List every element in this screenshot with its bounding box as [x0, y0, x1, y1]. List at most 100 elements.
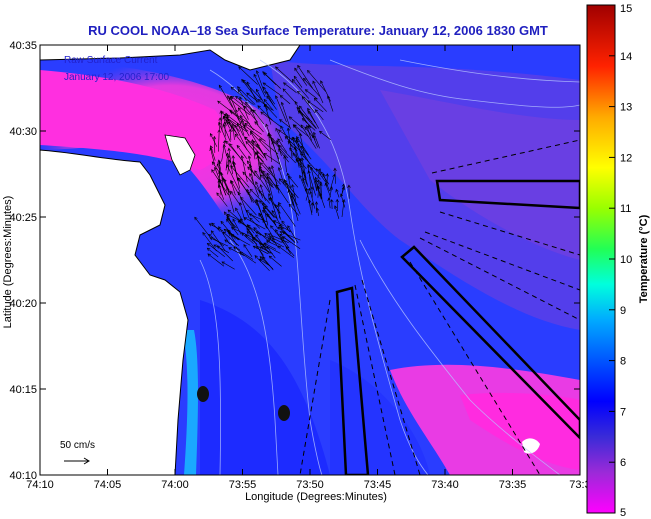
current-vector: [293, 76, 303, 88]
current-vector: [226, 214, 241, 222]
current-vector-head: [279, 233, 283, 238]
current-vector-head: [258, 138, 263, 142]
current-vector-head: [307, 170, 311, 174]
current-vector-head: [223, 228, 228, 233]
current-vector-head: [255, 181, 259, 185]
current-vector-head: [222, 143, 227, 148]
current-vector: [217, 100, 233, 113]
current-vector: [238, 66, 258, 85]
current-vector: [223, 144, 228, 157]
current-vector-head: [249, 188, 254, 193]
colorbar-tick-label: 13: [620, 102, 632, 114]
current-vector: [239, 220, 252, 230]
current-vector: [218, 129, 220, 152]
current-vector-head: [281, 236, 285, 241]
current-vector-head: [283, 180, 288, 184]
current-vector: [234, 125, 248, 151]
current-vector-head: [249, 130, 254, 135]
current-vector-head: [225, 116, 230, 121]
y-tick-label: 40:10: [9, 470, 37, 482]
current-vector: [263, 153, 280, 165]
current-vector: [297, 110, 313, 123]
current-vector: [278, 245, 294, 258]
current-vector-head: [222, 177, 226, 182]
current-vector-head: [229, 179, 234, 184]
current-vector-head: [260, 111, 264, 115]
current-vector: [254, 170, 271, 195]
current-vector: [231, 227, 253, 238]
current-vector-head: [245, 209, 250, 214]
current-vector-head: [271, 210, 275, 214]
current-vector-head: [263, 152, 267, 157]
current-vector-head: [335, 198, 339, 203]
current-vector: [258, 213, 267, 226]
current-vector: [224, 121, 226, 137]
current-vector: [259, 200, 275, 218]
current-vector-head: [255, 231, 259, 235]
current-label: Raw Surface Current: [64, 55, 158, 66]
current-vector: [228, 247, 245, 256]
current-vector-head: [285, 246, 289, 250]
current-vector-head: [307, 110, 311, 115]
current-vector-head: [209, 145, 214, 149]
current-vector-head: [217, 160, 222, 165]
colorbar-ticks: 15 14 13 12 11 10 9 8 7 6 5: [609, 3, 632, 519]
current-vector-head: [231, 123, 235, 127]
current-vector-head: [324, 182, 328, 187]
current-vector: [329, 174, 335, 192]
current-vector-head: [259, 256, 264, 260]
current-vector: [290, 192, 301, 215]
current-vector-head: [240, 120, 244, 124]
current-vector: [211, 161, 227, 182]
current-vector: [233, 162, 240, 189]
current-vector: [244, 136, 265, 159]
current-vector-head: [202, 231, 206, 236]
current-vector: [210, 145, 216, 161]
current-vector-head: [224, 239, 228, 243]
current-vector-head: [221, 261, 226, 265]
current-vector-head: [261, 201, 266, 206]
x-tick-label: 73:35: [499, 479, 527, 491]
current-vector: [305, 188, 313, 216]
current-vector: [273, 220, 284, 226]
current-vector-head: [254, 152, 259, 156]
current-vector: [301, 157, 307, 179]
current-vector-head: [263, 98, 268, 103]
current-vector-head: [318, 192, 323, 197]
current-vector: [269, 255, 282, 267]
current-vector: [227, 155, 230, 166]
current-vector-head: [278, 224, 283, 228]
current-vector-head: [230, 190, 234, 195]
current-vector: [289, 116, 304, 129]
current-vector: [317, 168, 321, 180]
current-vector-head: [296, 107, 300, 111]
colorbar-tick-label: 8: [620, 356, 626, 368]
current-vector-head: [265, 240, 270, 244]
current-vector: [266, 240, 278, 246]
current-vector: [263, 99, 274, 111]
current-vector: [244, 217, 266, 230]
current-vector-head: [266, 213, 270, 217]
current-vector: [315, 109, 324, 121]
bathymetry-contours: [199, 59, 580, 475]
y-axis: 40:35 40:30 40:25 40:20 40:15 40:10: [9, 40, 580, 482]
current-vector: [308, 125, 315, 139]
current-vector: [243, 124, 266, 142]
current-vector: [219, 117, 221, 130]
current-vector: [249, 213, 268, 223]
current-vector-head: [262, 71, 266, 75]
x-tick-label: 73:45: [364, 479, 392, 491]
current-vector-head: [245, 101, 249, 106]
current-vector-head: [299, 105, 303, 110]
current-vector-head: [227, 95, 231, 99]
current-vector-head: [209, 147, 213, 151]
current-vector-head: [315, 207, 320, 212]
current-vector: [242, 79, 263, 101]
current-vector-head: [280, 125, 284, 129]
current-vector-head: [263, 72, 268, 76]
current-vector-head: [232, 218, 236, 223]
current-vector: [246, 81, 258, 103]
current-vector-head: [237, 220, 241, 224]
current-vector-head: [277, 138, 281, 142]
